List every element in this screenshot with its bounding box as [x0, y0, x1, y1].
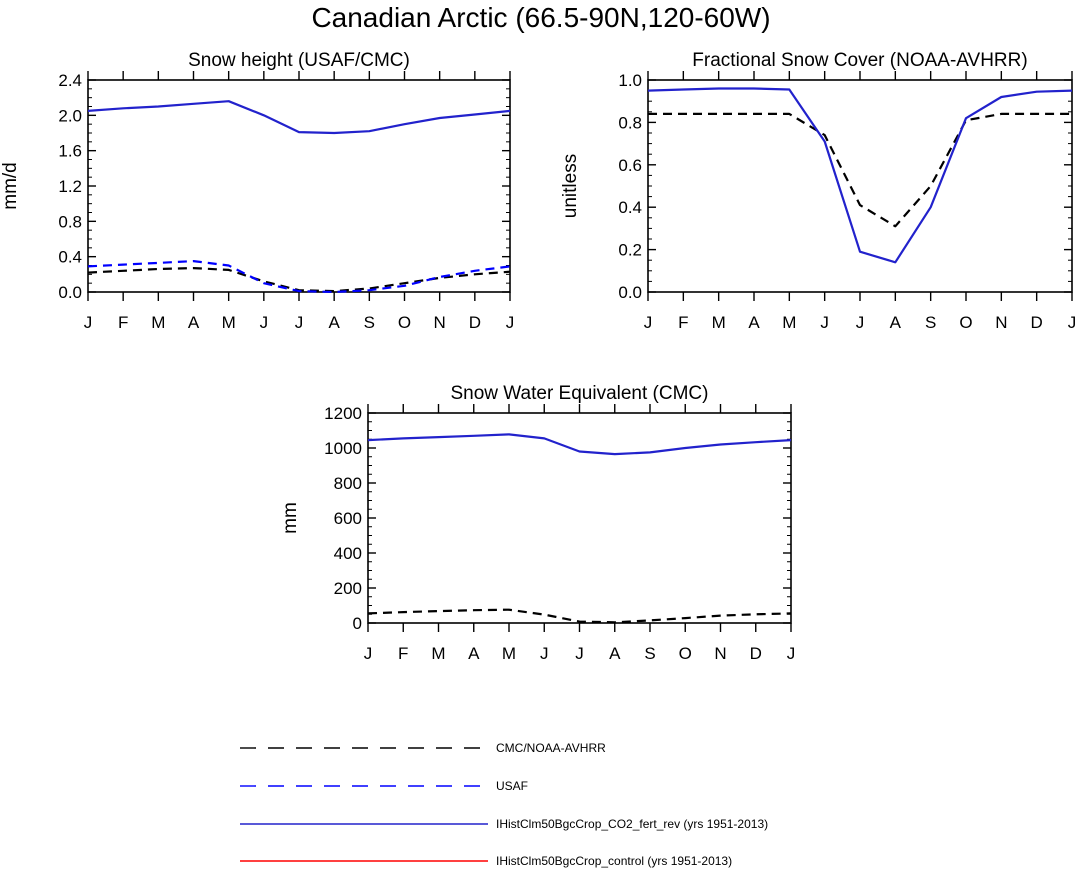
y-axis-label: mm — [280, 502, 301, 534]
x-tick-label: J — [506, 313, 515, 332]
x-tick-label: O — [679, 644, 692, 663]
x-tick-label: S — [644, 644, 655, 663]
series-line — [87, 260, 511, 294]
x-tick-label: J — [364, 644, 373, 663]
y-tick-label: 0.4 — [618, 198, 642, 217]
x-tick-label: A — [328, 313, 340, 332]
x-tick-label: J — [540, 644, 549, 663]
x-tick-label: A — [890, 313, 902, 332]
x-tick-label: J — [575, 644, 584, 663]
panel-fractional-snow-cover: Fractional Snow Cover (NOAA-AVHRR) unitle… — [560, 50, 1076, 332]
legend-label: IHistClm50BgcCrop_control (yrs 1951-2013… — [496, 854, 732, 868]
x-tick-label: J — [84, 313, 93, 332]
y-tick-label: 0.4 — [58, 248, 82, 267]
legend-label: CMC/NOAA-AVHRR — [496, 741, 606, 755]
y-tick-label: 0.8 — [58, 212, 82, 231]
y-tick-label: 800 — [334, 474, 362, 493]
x-tick-label: D — [750, 644, 762, 663]
x-tick-label: J — [295, 313, 304, 332]
y-tick-label: 200 — [334, 579, 362, 598]
y-tick-label: 1200 — [324, 404, 362, 423]
y-tick-label: 2.4 — [58, 71, 82, 90]
x-tick-label: F — [398, 644, 408, 663]
x-tick-label: S — [925, 313, 936, 332]
x-tick-label: D — [1031, 313, 1043, 332]
x-tick-label: N — [995, 313, 1007, 332]
y-tick-label: 1000 — [324, 439, 362, 458]
x-tick-label: M — [712, 313, 726, 332]
x-tick-label: A — [748, 313, 760, 332]
x-tick-label: O — [959, 313, 972, 332]
legend: CMC/NOAA-AVHRR USAF IHistClm50BgcCrop_CO2_… — [240, 741, 768, 868]
series-line — [87, 267, 511, 293]
y-tick-label: 400 — [334, 544, 362, 563]
x-tick-label: J — [644, 313, 653, 332]
x-tick-label: J — [820, 313, 829, 332]
x-tick-label: A — [609, 644, 621, 663]
x-tick-label: J — [787, 644, 796, 663]
series-line — [647, 87, 1073, 264]
series-line — [87, 100, 511, 135]
plot-frame — [87, 79, 511, 293]
series-line — [367, 608, 792, 624]
x-tick-label: A — [188, 313, 200, 332]
y-tick-label: 0.8 — [618, 113, 642, 132]
panel-title: Snow Water Equivalent (CMC) — [451, 383, 709, 404]
panel-snow-water-equivalent: Snow Water Equivalent (CMC) mm 0 200 400 600 8… — [280, 383, 795, 663]
x-tick-label: A — [468, 644, 480, 663]
y-tick-label: 0 — [353, 614, 362, 633]
y-tick-label: 0.2 — [618, 241, 642, 260]
x-tick-label: M — [502, 644, 516, 663]
y-axis-label: mm/d — [0, 162, 21, 210]
x-tick-label: F — [678, 313, 688, 332]
x-tick-label: J — [260, 313, 269, 332]
x-tick-label: D — [469, 313, 481, 332]
panel-title: Fractional Snow Cover (NOAA-AVHRR) — [692, 50, 1027, 71]
series-line — [648, 112, 1072, 228]
x-tick-label: M — [222, 313, 236, 332]
plot-frame — [647, 79, 1073, 293]
x-tick-label: J — [856, 313, 865, 332]
x-tick-label: M — [431, 644, 445, 663]
x-tick-label: O — [398, 313, 411, 332]
x-tick-label: J — [1068, 313, 1077, 332]
legend-label: IHistClm50BgcCrop_CO2_fert_rev (yrs 1951… — [496, 817, 768, 831]
figure-title: Canadian Arctic (66.5-90N,120-60W) — [311, 2, 770, 33]
x-tick-label: M — [151, 313, 165, 332]
legend-label: USAF — [496, 779, 528, 793]
x-tick-label: N — [714, 644, 726, 663]
y-tick-label: 1.0 — [618, 71, 642, 90]
x-tick-label: S — [364, 313, 375, 332]
x-tick-label: M — [782, 313, 796, 332]
y-tick-label: 0.6 — [618, 156, 642, 175]
x-tick-label: N — [434, 313, 446, 332]
x-tick-label: F — [118, 313, 128, 332]
y-axis-label: unitless — [560, 154, 581, 218]
series-line — [367, 433, 792, 456]
y-tick-label: 0.0 — [618, 283, 642, 302]
y-tick-label: 600 — [334, 509, 362, 528]
panel-title: Snow height (USAF/CMC) — [188, 50, 410, 71]
y-tick-label: 0.0 — [58, 283, 82, 302]
y-tick-label: 2.0 — [58, 106, 82, 125]
panel-snow-height: Snow height (USAF/CMC) mm/d 0.0 0.4 0.8 1.2 1.… — [0, 50, 514, 332]
y-tick-label: 1.6 — [58, 142, 82, 161]
y-tick-label: 1.2 — [58, 177, 82, 196]
